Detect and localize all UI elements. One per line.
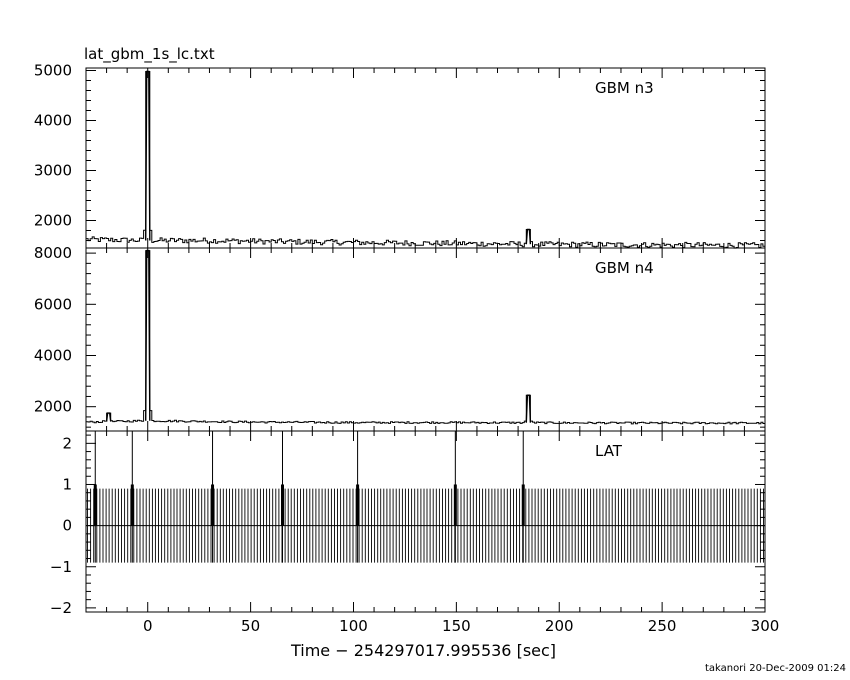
x-tick-label: 100 (339, 617, 368, 635)
lat-spike (356, 431, 360, 563)
figure-footer: takanori 20-Dec-2009 01:24 (704, 663, 846, 674)
lat-spike (280, 431, 284, 563)
lat-comb (87, 488, 764, 563)
lat-spike (93, 431, 97, 563)
panel-label: GBM n3 (595, 79, 654, 97)
panel-frame (85, 67, 766, 249)
lat-spike-block (356, 484, 360, 526)
panel-lat: −2 −1 0 1 2 LAT (50, 430, 766, 617)
panel-gbm-n4: 2000 4000 6000 8000 GBM n4 (34, 244, 766, 432)
figure-title: lat_gbm_1s_lc.txt (84, 45, 215, 63)
y-tick-label: 6000 (34, 295, 72, 313)
peak-mark (525, 228, 532, 245)
panel-label: LAT (595, 442, 623, 460)
panel-label: GBM n4 (595, 259, 654, 277)
y-tick-label: 2000 (34, 398, 72, 416)
y-tick-label: −1 (50, 558, 72, 576)
peak-mark (105, 412, 112, 422)
x-tick-label: 150 (442, 617, 471, 635)
y-tick-label: 0 (62, 517, 72, 535)
y-tick-label: 2 (62, 434, 72, 452)
x-tick-label: 300 (751, 617, 780, 635)
y-tick-label: 3000 (34, 162, 72, 180)
lat-spike (453, 431, 457, 563)
y-tick-label: 1 (62, 475, 72, 493)
x-tick-label: 200 (545, 617, 574, 635)
peak-mark (525, 394, 532, 423)
x-tick-label: 250 (648, 617, 677, 635)
lat-spike-block (211, 484, 215, 526)
lat-spike-block (521, 484, 525, 526)
y-tick-label: 4000 (34, 346, 72, 364)
lat-spike-block (280, 484, 284, 526)
lat-spike-block (453, 484, 457, 526)
lat-spike-block (93, 484, 97, 526)
peak-mark (145, 249, 151, 421)
gbm-light-curve (86, 250, 765, 425)
lat-spike (130, 431, 134, 563)
y-tick-label: 8000 (34, 244, 72, 262)
y-tick-label: 4000 (34, 112, 72, 130)
lat-spike (521, 431, 525, 563)
y-tick-label: 2000 (34, 212, 72, 230)
panel-frame (85, 430, 766, 613)
y-tick-label: 5000 (34, 62, 72, 80)
panel-gbm-n3: 2000 3000 4000 5000 GBM n3 (34, 62, 766, 249)
y-tick-label: −2 (50, 599, 72, 617)
lat-spike-block (130, 484, 134, 526)
x-tick-label: 50 (241, 617, 260, 635)
peak-mark (145, 70, 151, 241)
panel-frame (85, 247, 766, 432)
lat-spike (211, 431, 215, 563)
gbm-light-curve (86, 71, 765, 249)
x-tick-label: 0 (143, 617, 153, 635)
x-axis-label: Time − 254297017.995536 [sec] (290, 641, 556, 660)
